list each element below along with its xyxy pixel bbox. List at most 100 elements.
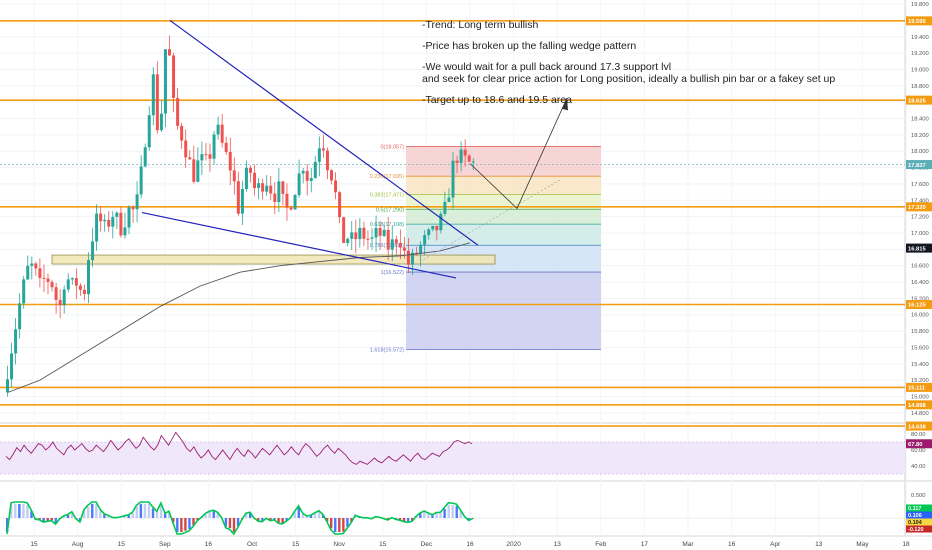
time-tick-label: 16 xyxy=(466,541,474,548)
oscillator-bar xyxy=(184,518,187,531)
oscillator-bar xyxy=(325,518,329,522)
rsi-line xyxy=(5,431,473,465)
candle-body xyxy=(172,55,176,98)
oscillator-value-tag xyxy=(906,504,932,512)
candle-body xyxy=(103,219,107,222)
candle-body xyxy=(236,181,240,214)
candle-body xyxy=(289,207,293,210)
fib-level-label: 0.382(17.471) xyxy=(370,192,404,198)
level-price-tag-text: 15.111 xyxy=(908,386,926,392)
candle-body xyxy=(447,197,451,202)
oscillator-bar xyxy=(228,518,232,529)
candle-body xyxy=(228,151,232,171)
candle-body xyxy=(281,181,285,194)
candle-body xyxy=(423,235,427,245)
candle-body xyxy=(54,287,58,300)
candle-body xyxy=(386,229,390,250)
oscillator-bar xyxy=(330,518,333,529)
candle-body xyxy=(224,142,228,152)
candle-body xyxy=(317,148,321,162)
oscillator-bar xyxy=(285,518,288,521)
candle-body xyxy=(435,225,439,231)
oscillator-bar xyxy=(127,515,130,518)
oscillator-bar xyxy=(236,518,240,527)
oscillator-bar xyxy=(334,518,337,532)
last-price-tag-box xyxy=(906,160,932,170)
oscillator-bar xyxy=(139,504,143,518)
price-tick-label: 17.200 xyxy=(911,215,929,221)
analysis-notes: -Trend: Long term bullish -Price has bro… xyxy=(422,19,836,106)
note-plan-line2: and seek for clear price action for Long… xyxy=(422,73,836,85)
candle-body xyxy=(277,181,281,202)
candle-body xyxy=(62,289,66,306)
oscillator-bar xyxy=(22,504,25,518)
candle-body xyxy=(382,229,386,236)
candle-body xyxy=(147,115,151,148)
candle-body xyxy=(261,183,265,192)
level-price-tag: 18.625 xyxy=(906,95,932,105)
level-price-tag-box xyxy=(906,202,932,212)
candle-body xyxy=(66,279,70,290)
oscillator-bar xyxy=(95,504,98,518)
fib-level-label: 0.618(17.108) xyxy=(370,222,404,228)
level-price-tag-text: 16.125 xyxy=(908,303,927,309)
oscillator-bar xyxy=(6,518,9,532)
oscillator-bar xyxy=(159,504,163,518)
candle-body xyxy=(249,167,252,173)
price-tick-label: 15.800 xyxy=(911,329,929,335)
level-price-tag-box xyxy=(906,400,932,410)
fib-level-label: 1.618(15.572) xyxy=(370,348,404,354)
candle-body xyxy=(293,195,297,210)
price-tick-label: 16.000 xyxy=(911,313,929,319)
oscillator-bar xyxy=(394,518,398,520)
candle-body xyxy=(204,154,208,156)
oscillator-bar xyxy=(261,518,264,522)
oscillator-bar xyxy=(66,514,70,518)
oscillator-bar xyxy=(411,518,414,521)
oscillator-bar xyxy=(249,512,252,518)
candle-body xyxy=(131,207,135,210)
note-trend: -Trend: Long term bullish xyxy=(422,19,539,31)
level-price-tag-box xyxy=(906,421,932,431)
candle-body xyxy=(184,140,188,158)
candle-body xyxy=(374,227,378,238)
candle-body xyxy=(463,149,467,156)
candle-body xyxy=(419,244,423,254)
wedge-lower-line xyxy=(141,211,457,279)
candle-body xyxy=(180,125,184,141)
oscillator-bar xyxy=(435,513,438,518)
time-axis: 15 Aug 15 Sep 16 Oct 15 Nov 15 Dec 16 2020 13 Feb 17 Ma… xyxy=(30,541,910,548)
oscillator-bar xyxy=(342,518,345,532)
candle-body xyxy=(321,148,325,151)
time-tick-label: 2020 xyxy=(506,541,521,548)
candle-body xyxy=(168,49,171,56)
level-price-tag-text: 14.898 xyxy=(908,403,927,409)
fib-zone xyxy=(406,224,601,246)
time-tick-label: 16 xyxy=(205,541,213,548)
fib-level-label: 0.236(17.695) xyxy=(370,174,404,180)
note-plan-line1: -We would wait for a pull back around 17… xyxy=(422,61,672,73)
oscillator-bar xyxy=(50,518,53,521)
price-tick-label: 18.000 xyxy=(911,149,929,155)
candle-body xyxy=(155,74,159,131)
candle-body xyxy=(378,227,382,236)
candle-body xyxy=(159,113,163,131)
candle-body xyxy=(301,170,305,174)
fib-zone xyxy=(406,146,601,177)
oscillator-bar xyxy=(42,518,45,522)
time-tick-label: 13 xyxy=(815,541,823,548)
price-tick-label: 18.800 xyxy=(911,84,929,90)
time-tick-label: Apr xyxy=(770,541,781,548)
candle-body xyxy=(119,212,123,236)
price-tick-label: 15.600 xyxy=(911,345,929,351)
candle-body xyxy=(406,250,410,265)
candle-body xyxy=(135,194,139,210)
candle-body xyxy=(269,185,273,194)
candle-body xyxy=(244,167,248,189)
oscillator-bar xyxy=(431,515,434,518)
projection-path xyxy=(469,97,568,210)
oscillator-bar xyxy=(402,518,406,522)
oscillator-bar xyxy=(427,513,430,518)
